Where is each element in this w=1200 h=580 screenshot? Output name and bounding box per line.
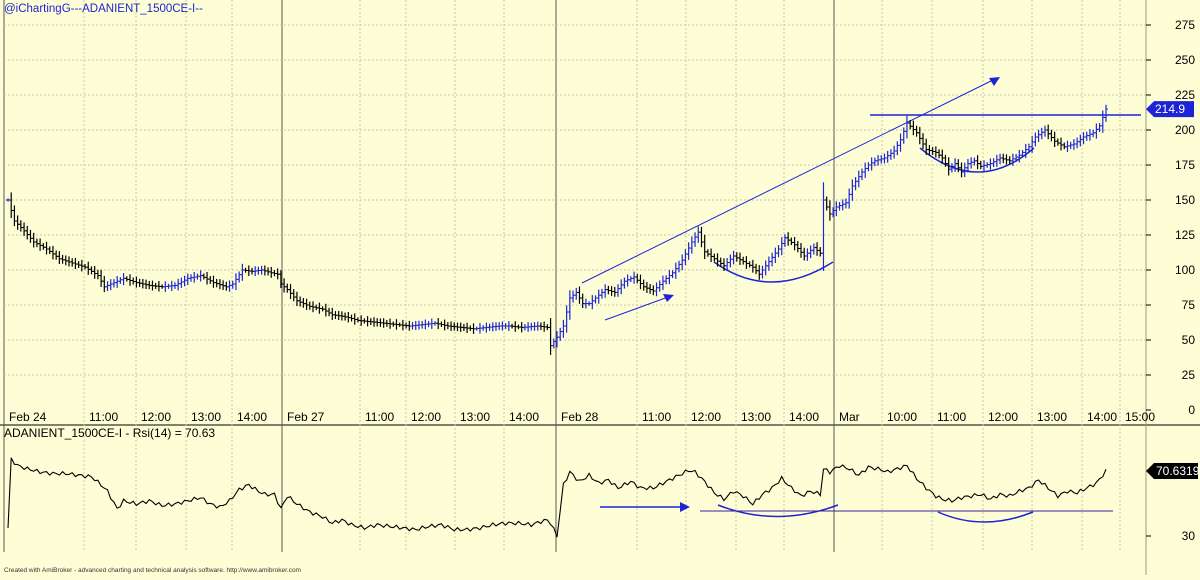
rsi-y-tick-label: 30 <box>1182 529 1196 543</box>
price-layer <box>6 104 1108 355</box>
channel-arrowhead <box>663 294 674 302</box>
y-tick-label: 200 <box>1175 123 1195 137</box>
x-tick-label: 15:00 <box>1125 410 1155 424</box>
x-tick-label: 13:00 <box>741 410 771 424</box>
rsi-title: ADANIENT_1500CE-I - Rsi(14) = 70.63 <box>4 426 215 440</box>
y-tick-label: 0 <box>1188 403 1195 417</box>
x-tick-label: 13:00 <box>1037 410 1067 424</box>
y-tick-label: 150 <box>1175 193 1195 207</box>
x-tick-label: 11:00 <box>89 410 118 424</box>
x-tick-label: 14:00 <box>1087 410 1117 424</box>
rsi-arrowhead <box>680 502 690 512</box>
rsi-cup-arc-1 <box>717 504 839 518</box>
y-tick-label: 225 <box>1175 88 1195 102</box>
x-tick-label: 14:00 <box>237 410 267 424</box>
x-tick-label: 14:00 <box>789 410 819 424</box>
cup-arc-2 <box>919 147 1035 173</box>
y-tick-label: 175 <box>1175 158 1195 172</box>
x-tick-label: Feb 24 <box>9 410 47 424</box>
trendline-arrowhead <box>989 77 1000 86</box>
y-tick-label: 275 <box>1175 18 1195 32</box>
chart-title: @iChartingG---ADANIENT_1500CE-I-- <box>4 3 203 15</box>
x-tick-label: 13:00 <box>460 410 490 424</box>
trendline-upper <box>581 79 994 284</box>
y-tick-label: 25 <box>1182 368 1196 382</box>
x-tick-label: 12:00 <box>691 410 721 424</box>
axis-layer: Feb 24 11:00 12:00 13:00 14:00 Feb 27 11:00 12:… <box>4 18 1200 543</box>
x-tick-label: 11:00 <box>365 410 394 424</box>
footer-credit: Created with AmiBroker - advanced charti… <box>4 567 301 574</box>
x-tick-label: Feb 28 <box>561 410 599 424</box>
x-tick-label: 12:00 <box>411 410 441 424</box>
x-tick-label: 11:00 <box>642 410 671 424</box>
rsi-last-value-badge <box>1146 462 1198 479</box>
channel-arrow-line <box>604 296 669 321</box>
y-tick-label: 250 <box>1175 53 1195 67</box>
rsi-layer <box>7 457 1107 538</box>
x-tick-label: Feb 27 <box>287 410 325 424</box>
x-tick-label: 10:00 <box>887 410 917 424</box>
y-tick-label: 50 <box>1182 333 1196 347</box>
rsi-last-value-label: 70.6319 <box>1156 464 1200 478</box>
y-tick-label: 75 <box>1182 298 1196 312</box>
x-tick-label: 14:00 <box>509 410 539 424</box>
x-tick-label: Mar <box>839 410 860 424</box>
last-price-badge <box>1146 101 1194 118</box>
rsi-cup-arc-2 <box>937 511 1034 523</box>
x-tick-label: 12:00 <box>141 410 171 424</box>
y-tick-label: 100 <box>1175 263 1195 277</box>
annotation-layer <box>581 77 1141 523</box>
x-tick-label: 12:00 <box>988 410 1018 424</box>
last-price-label: 214.9 <box>1155 102 1185 116</box>
x-tick-label: 13:00 <box>191 410 221 424</box>
y-tick-label: 125 <box>1175 228 1195 242</box>
x-tick-label: 11:00 <box>937 410 966 424</box>
cup-arc-1 <box>713 261 834 283</box>
rsi-series-line <box>7 457 1107 538</box>
